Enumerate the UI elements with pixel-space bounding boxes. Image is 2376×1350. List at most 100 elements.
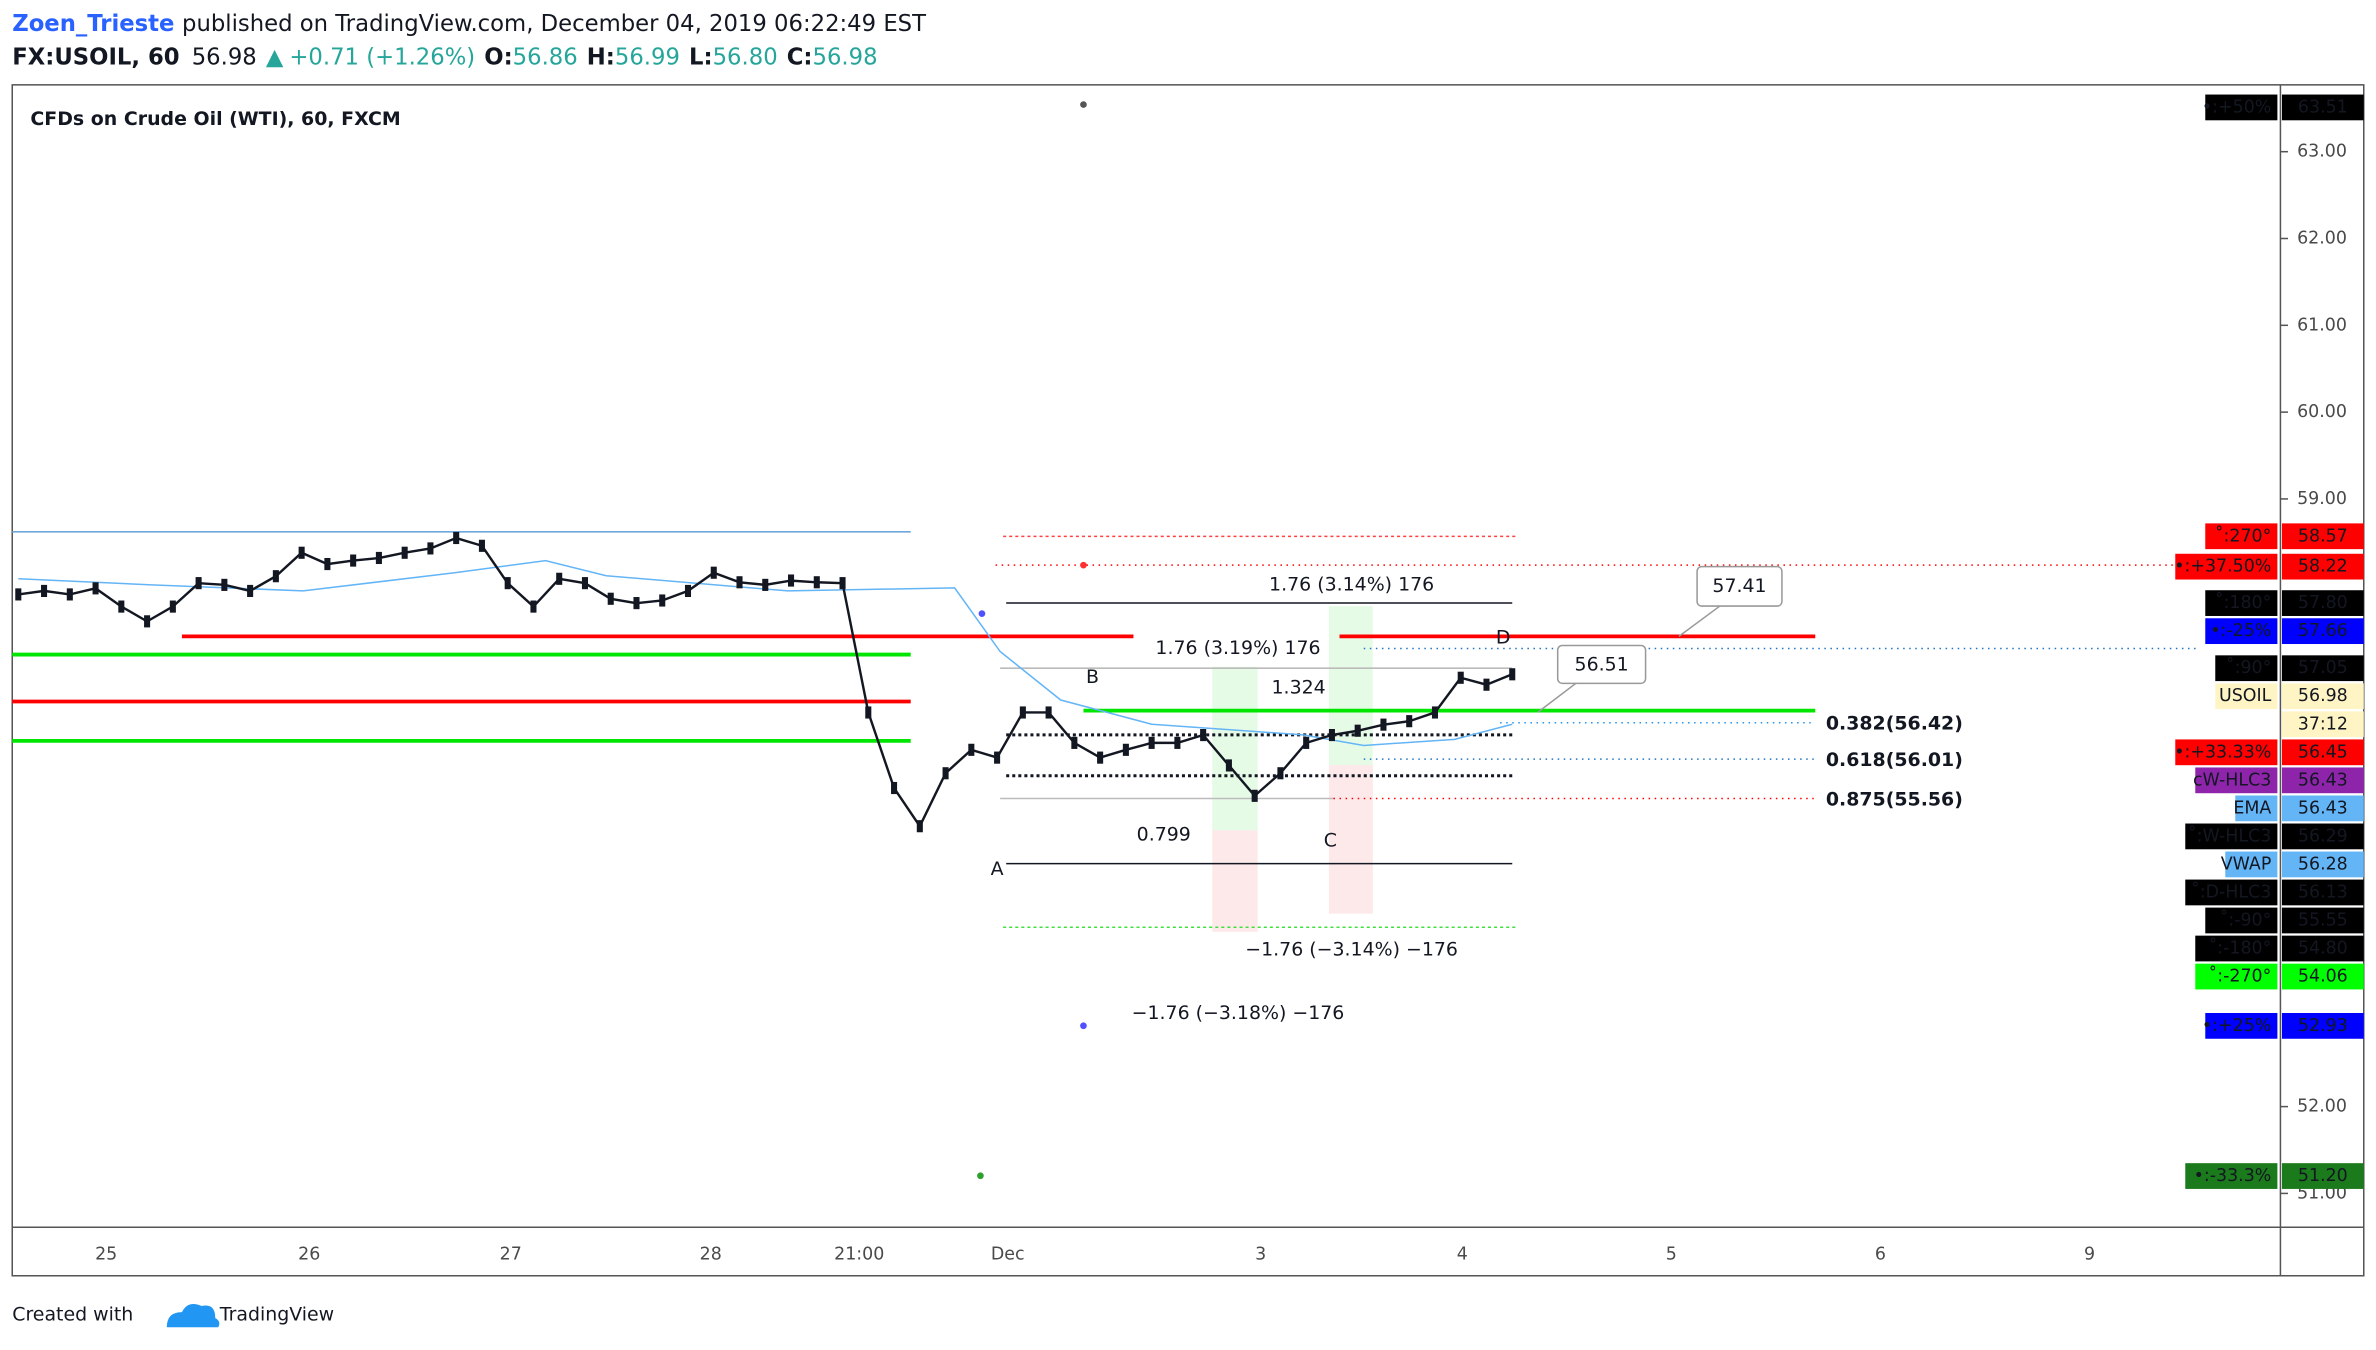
ohlc-key: O: — [484, 44, 512, 70]
badge-price-box — [2281, 1012, 2364, 1039]
candle — [350, 554, 357, 567]
candle — [453, 531, 460, 545]
badge-label: ˚:-90° — [2220, 909, 2272, 930]
badge-price: 56.43 — [2298, 770, 2348, 790]
badge-price: 56.43 — [2298, 798, 2348, 818]
author[interactable]: Zoen_Trieste — [12, 11, 174, 37]
candle — [581, 577, 588, 590]
badge-label-box — [2205, 1012, 2278, 1039]
dot — [977, 1172, 984, 1180]
x-tick-label: 3 — [1255, 1245, 1266, 1265]
badge-price-box — [2281, 523, 2364, 550]
badge-label: •:-33.3% — [2194, 1166, 2272, 1186]
ohlc-value: 56.98 — [813, 44, 878, 70]
y-tick-label: 60.00 — [2297, 402, 2347, 422]
candle — [1071, 736, 1078, 749]
change: +0.71 (+1.26%) — [289, 44, 475, 70]
badge-price: 58.57 — [2298, 526, 2348, 546]
dot — [1080, 561, 1087, 569]
candle — [15, 588, 22, 601]
badge-price: 63.51 — [2298, 97, 2348, 117]
callout — [1696, 565, 1783, 607]
annotation: 1.76 (3.19%) 176 — [1155, 637, 1320, 659]
candle — [401, 546, 408, 559]
badge-price-box — [2281, 553, 2364, 580]
x-tick-label: 9 — [2084, 1245, 2095, 1265]
badge-label-box — [2205, 94, 2278, 121]
badge-price-box — [2281, 795, 2364, 822]
candle — [607, 592, 614, 605]
symbol: FX:USOIL, 60 — [12, 44, 179, 70]
badge-price-box — [2281, 1163, 2364, 1189]
badge-label-box — [2225, 851, 2278, 878]
ohlc-value: 56.99 — [615, 44, 680, 70]
badge-label: ˚:270° — [2215, 525, 2272, 546]
candle — [144, 615, 151, 628]
candle — [1225, 759, 1232, 772]
dot — [978, 610, 986, 617]
candle — [324, 557, 331, 571]
badge-price-box — [2281, 683, 2364, 710]
header-line: Zoen_Trieste published on TradingView.com… — [12, 11, 926, 37]
x-tick-label: 25 — [95, 1245, 117, 1265]
badge-price-box — [2281, 655, 2364, 682]
badge-price-box — [2281, 618, 2364, 645]
badge-price-box — [2281, 94, 2364, 121]
footer: Created with TradingView — [12, 1304, 334, 1328]
candle — [865, 706, 872, 719]
badge-price-box — [2281, 851, 2364, 878]
badge-label-box — [2185, 879, 2278, 906]
candle — [41, 584, 48, 598]
badge-label: ˚:180° — [2215, 592, 2272, 613]
candle — [1380, 718, 1387, 731]
candle — [633, 597, 640, 610]
x-tick-label: 28 — [700, 1245, 722, 1265]
badge-label-box — [2175, 553, 2278, 580]
callout-pointer — [1537, 682, 1577, 713]
annotation: 0.875(55.56) — [1826, 789, 1963, 811]
badge-price: 54.06 — [2298, 967, 2348, 987]
brand[interactable]: TradingView — [219, 1304, 334, 1326]
annotation: 1.324 — [1272, 676, 1326, 698]
drawings — [12, 101, 2201, 1180]
candle — [942, 767, 949, 780]
candle — [66, 588, 73, 601]
x-tick-label: 21:00 — [834, 1245, 884, 1265]
candle — [1019, 706, 1026, 719]
candle — [813, 576, 820, 589]
candle — [195, 577, 202, 590]
candle — [1328, 728, 1335, 742]
zone — [1328, 606, 1373, 766]
badge-label: •:+50% — [2202, 97, 2271, 117]
badge-price: 55.55 — [2298, 910, 2348, 930]
badge-label: ˚:-270° — [2209, 966, 2272, 987]
badge-label: •:+25% — [2202, 1016, 2271, 1036]
candle — [1303, 736, 1310, 749]
candle — [92, 582, 99, 595]
candle — [247, 584, 254, 598]
candle — [788, 574, 795, 587]
badge-label: ˚:-180° — [2209, 938, 2272, 959]
candle — [504, 577, 511, 590]
badge-label-box — [2235, 795, 2278, 822]
badge-price: 56.13 — [2298, 882, 2348, 902]
candle — [169, 600, 176, 613]
badge-label-box — [2215, 683, 2278, 710]
annotation: 0.618(56.01) — [1826, 749, 1963, 771]
annotation: −1.76 (−3.18%) −176 — [1132, 1002, 1345, 1024]
frame — [11, 84, 2365, 1277]
candle — [556, 572, 563, 585]
annotation: 0.382(56.42) — [1826, 713, 1963, 735]
badge-price: 56.98 — [2298, 686, 2348, 706]
badge-label: ˚:90° — [2226, 657, 2271, 678]
badge-price: 56.28 — [2298, 854, 2348, 874]
badge-price-box — [2281, 739, 2364, 766]
badge-price: 51.20 — [2298, 1166, 2348, 1186]
badge-price: 56.29 — [2298, 826, 2348, 846]
chart-title: CFDs on Crude Oil (WTI), 60, FXCM — [30, 108, 400, 130]
candle — [762, 578, 769, 591]
candle — [839, 577, 846, 590]
badge-price: 57.66 — [2298, 621, 2348, 641]
ohlc-value: 56.80 — [713, 44, 778, 70]
callout-pointer — [1678, 605, 1721, 637]
